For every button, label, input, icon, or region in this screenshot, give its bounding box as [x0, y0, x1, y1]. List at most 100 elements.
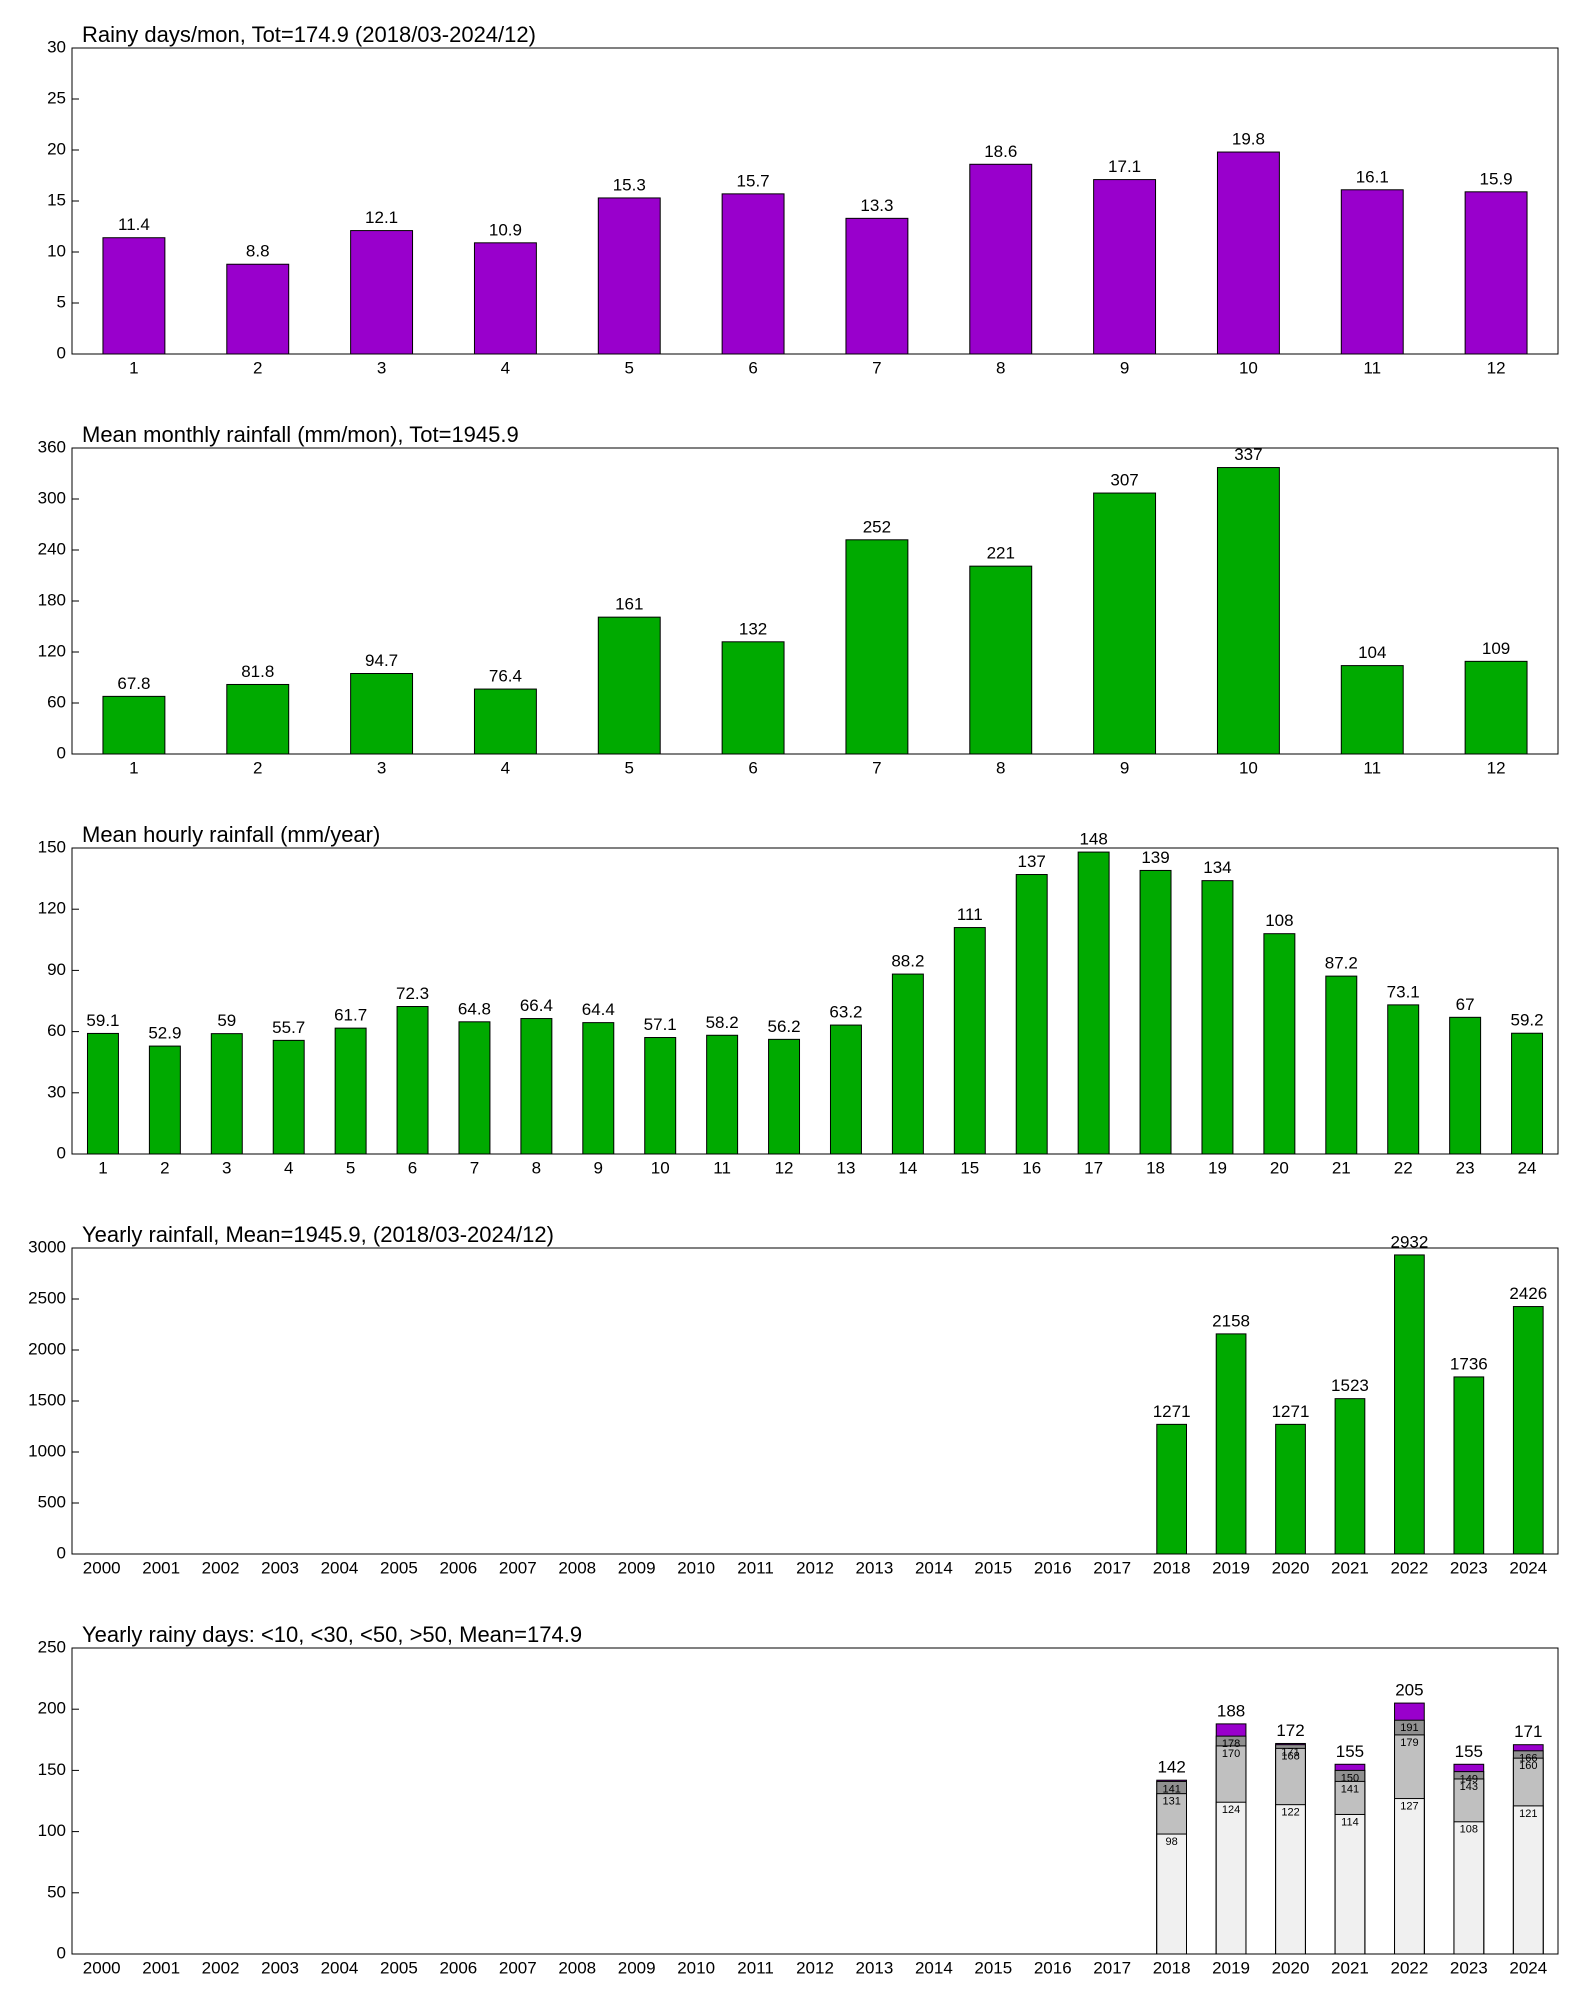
value-label: 170 — [1222, 1748, 1240, 1760]
y-tick-label: 0 — [57, 1943, 66, 1962]
x-tick-label: 2010 — [677, 1958, 715, 1977]
x-tick-label: 11 — [1363, 358, 1381, 377]
value-label: 16.1 — [1356, 167, 1389, 186]
value-label: 67.8 — [117, 674, 150, 693]
value-label: 8.8 — [246, 242, 270, 261]
y-tick-label: 150 — [38, 837, 66, 856]
chart-title: Yearly rainy days: <10, <30, <50, >50, M… — [82, 1622, 582, 1647]
value-label: 59 — [217, 1011, 236, 1030]
bar-segment — [1394, 1798, 1425, 1955]
bar — [1340, 665, 1404, 755]
y-tick-label: 3000 — [28, 1237, 66, 1256]
value-label: 142 — [1157, 1758, 1185, 1777]
x-tick-label: 2000 — [83, 1558, 121, 1577]
x-tick-label: 2011 — [737, 1558, 774, 1577]
bar — [520, 1018, 553, 1155]
value-label: 19.8 — [1232, 130, 1265, 149]
value-label: 108 — [1460, 1824, 1478, 1836]
bar — [644, 1037, 677, 1155]
plot-frame — [71, 847, 1559, 1155]
x-tick-label: 2001 — [142, 1958, 180, 1977]
x-tick-label: 2000 — [83, 1958, 121, 1977]
bar — [1263, 933, 1296, 1155]
value-label: 124 — [1222, 1804, 1240, 1816]
value-label: 108 — [1265, 911, 1293, 930]
x-tick-label: 3 — [377, 358, 386, 377]
bar — [1511, 1032, 1544, 1155]
x-tick-label: 2022 — [1390, 1558, 1428, 1577]
x-tick-label: 2023 — [1450, 1958, 1488, 1977]
x-tick-label: 2019 — [1212, 1558, 1250, 1577]
x-tick-label: 2015 — [974, 1558, 1012, 1577]
x-tick-label: 2016 — [1034, 1958, 1072, 1977]
x-tick-label: 11 — [1363, 758, 1381, 777]
bar — [226, 683, 290, 755]
y-tick-label: 50 — [47, 1882, 66, 1901]
bar — [597, 197, 661, 355]
bar — [953, 927, 986, 1155]
x-tick-label: 2018 — [1153, 1558, 1191, 1577]
x-tick-label: 20 — [1270, 1158, 1289, 1177]
value-label: 172 — [1276, 1721, 1304, 1740]
x-tick-label: 2014 — [915, 1958, 953, 1977]
x-tick-label: 13 — [836, 1158, 855, 1177]
x-tick-label: 2017 — [1093, 1958, 1131, 1977]
value-label: 11.4 — [118, 215, 150, 234]
x-tick-label: 2013 — [856, 1958, 894, 1977]
x-tick-label: 5 — [625, 358, 634, 377]
bar — [721, 193, 785, 355]
bar — [334, 1027, 367, 1155]
x-tick-label: 2008 — [558, 1958, 596, 1977]
x-tick-label: 2011 — [737, 1958, 774, 1977]
value-label: 160 — [1519, 1760, 1537, 1772]
value-label: 122 — [1281, 1807, 1299, 1819]
x-tick-label: 6 — [748, 758, 757, 777]
value-label: 76.4 — [489, 667, 522, 686]
y-tick-label: 100 — [38, 1821, 66, 1840]
y-tick-label: 5 — [57, 292, 66, 311]
value-label: 134 — [1203, 858, 1231, 877]
bar — [473, 242, 537, 355]
bar — [458, 1021, 491, 1155]
bar — [1387, 1004, 1420, 1155]
bar — [1015, 874, 1048, 1155]
y-tick-label: 0 — [57, 1143, 66, 1162]
value-label: 171 — [1514, 1722, 1542, 1741]
y-tick-label: 60 — [47, 692, 66, 711]
x-tick-label: 2002 — [202, 1958, 240, 1977]
bar — [1201, 880, 1234, 1155]
bar — [1093, 179, 1157, 355]
value-label: 205 — [1395, 1681, 1423, 1700]
y-tick-label: 0 — [57, 1543, 66, 1562]
bar — [1340, 189, 1404, 355]
x-tick-label: 22 — [1394, 1158, 1413, 1177]
x-tick-label: 1 — [129, 358, 138, 377]
value-label: 127 — [1400, 1800, 1418, 1812]
bar — [768, 1038, 801, 1155]
value-label: 1271 — [1272, 1402, 1310, 1421]
value-label: 17.1 — [1108, 157, 1141, 176]
value-label: 87.2 — [1325, 954, 1358, 973]
bar — [102, 237, 166, 355]
x-tick-label: 9 — [1120, 758, 1129, 777]
x-tick-label: 2008 — [558, 1558, 596, 1577]
y-tick-label: 20 — [47, 139, 66, 158]
value-label: 337 — [1234, 445, 1262, 464]
x-tick-label: 2007 — [499, 1558, 537, 1577]
x-tick-label: 2004 — [321, 1958, 359, 1977]
x-tick-label: 5 — [346, 1158, 355, 1177]
x-tick-label: 21 — [1332, 1158, 1351, 1177]
value-label: 63.2 — [829, 1003, 862, 1022]
value-label: 131 — [1162, 1796, 1180, 1808]
value-label: 137 — [1018, 852, 1046, 871]
value-label: 2932 — [1390, 1232, 1428, 1251]
value-label: 66.4 — [520, 996, 553, 1015]
chart-title: Yearly rainfall, Mean=1945.9, (2018/03-2… — [82, 1222, 554, 1247]
x-tick-label: 14 — [898, 1158, 917, 1177]
value-label: 168 — [1281, 1750, 1299, 1762]
value-label: 104 — [1358, 643, 1386, 662]
x-tick-label: 19 — [1208, 1158, 1227, 1177]
x-tick-label: 2015 — [974, 1958, 1012, 1977]
y-tick-label: 500 — [38, 1492, 66, 1511]
